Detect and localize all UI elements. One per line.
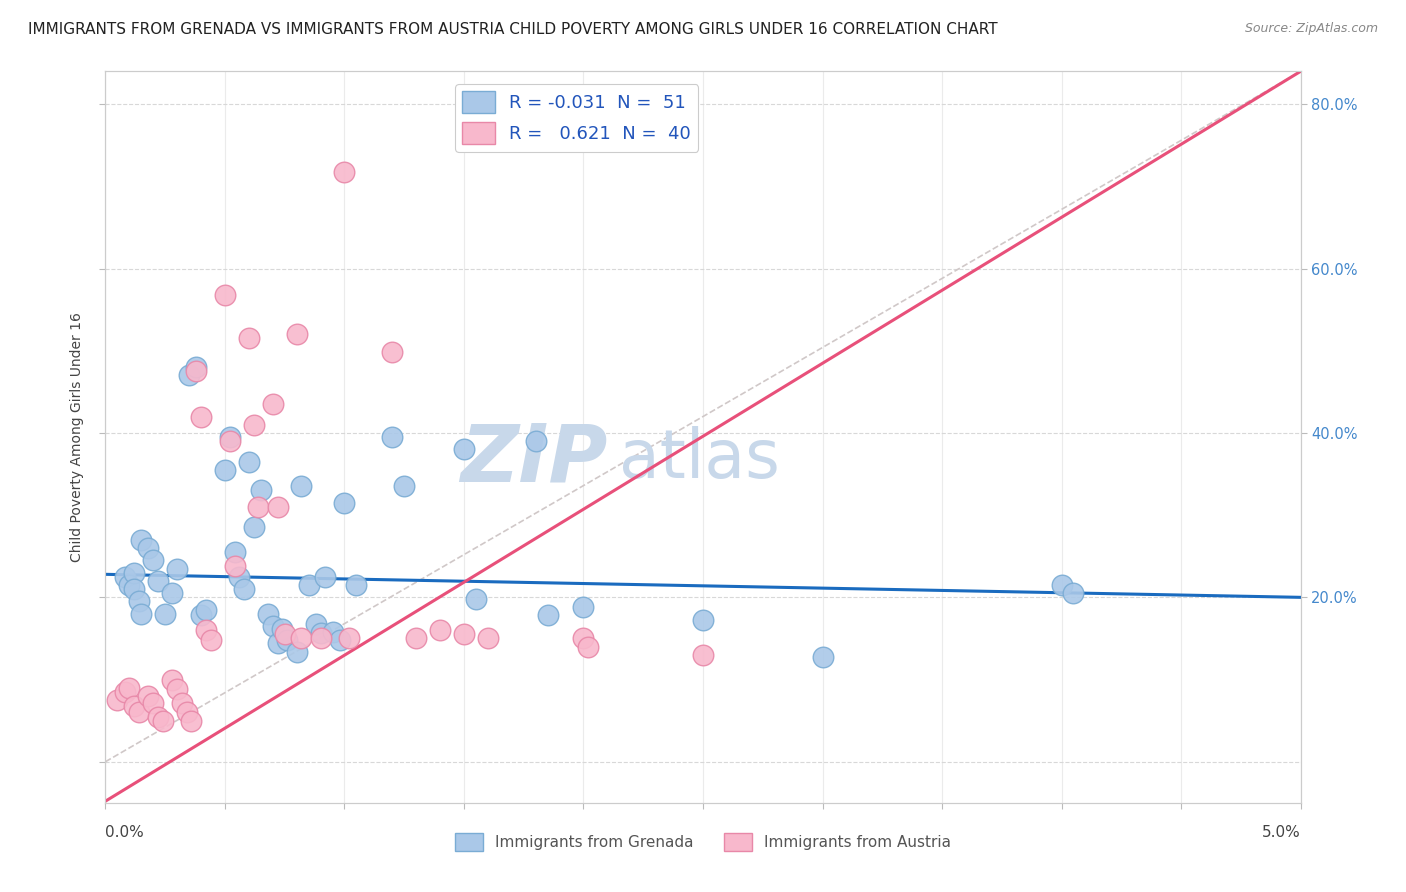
Text: Source: ZipAtlas.com: Source: ZipAtlas.com: [1244, 22, 1378, 36]
Point: [524, 434, 547, 449]
Point: [200, 633, 222, 648]
Point: [346, 578, 368, 592]
Point: [266, 500, 288, 514]
Point: [394, 479, 416, 493]
Point: [309, 625, 332, 640]
Text: 5.0%: 5.0%: [1261, 825, 1301, 840]
Text: IMMIGRANTS FROM GRENADA VS IMMIGRANTS FROM AUSTRIA CHILD POVERTY AMONG GIRLS UND: IMMIGRANTS FROM GRENADA VS IMMIGRANTS FR…: [28, 22, 998, 37]
Text: 0.0%: 0.0%: [105, 825, 145, 840]
Point: [242, 417, 264, 432]
Point: [276, 633, 298, 648]
Point: [536, 608, 558, 623]
Point: [242, 520, 264, 534]
Point: [107, 693, 129, 707]
Point: [314, 570, 336, 584]
Point: [176, 706, 198, 720]
Point: [186, 360, 208, 375]
Point: [238, 455, 260, 469]
Text: atlas: atlas: [619, 426, 780, 492]
Point: [128, 706, 150, 720]
Point: [298, 578, 321, 592]
Point: [290, 479, 312, 493]
Point: [114, 570, 136, 584]
Point: [329, 633, 352, 648]
Point: [1050, 578, 1073, 592]
Point: [250, 483, 273, 498]
Point: [170, 696, 193, 710]
Point: [114, 685, 136, 699]
Point: [190, 608, 212, 623]
Point: [214, 463, 236, 477]
Point: [309, 632, 332, 646]
Point: [122, 698, 145, 713]
Point: [337, 632, 360, 646]
Point: [273, 627, 295, 641]
Point: [290, 632, 312, 646]
Point: [194, 602, 217, 616]
Point: [811, 649, 834, 664]
Point: [305, 616, 328, 631]
Point: [453, 627, 475, 641]
Point: [266, 635, 288, 649]
Point: [162, 586, 184, 600]
Point: [180, 714, 202, 728]
Point: [146, 574, 169, 588]
Text: ZIP: ZIP: [460, 420, 607, 498]
Point: [138, 689, 160, 703]
Point: [138, 541, 160, 555]
Point: [464, 592, 488, 607]
Point: [218, 434, 240, 449]
Point: [142, 696, 165, 710]
Point: [285, 327, 308, 342]
Point: [129, 607, 153, 621]
Point: [477, 632, 499, 646]
Point: [214, 288, 236, 302]
Point: [129, 533, 153, 547]
Point: [238, 331, 260, 345]
Point: [262, 619, 284, 633]
Point: [186, 364, 208, 378]
Point: [381, 430, 404, 444]
Point: [177, 368, 201, 383]
Point: [166, 561, 188, 575]
Point: [333, 496, 356, 510]
Point: [224, 559, 246, 574]
Legend: Immigrants from Grenada, Immigrants from Austria: Immigrants from Grenada, Immigrants from…: [449, 827, 957, 857]
Point: [218, 430, 240, 444]
Point: [122, 582, 145, 596]
Point: [247, 500, 270, 514]
Point: [692, 648, 714, 662]
Point: [162, 673, 184, 687]
Point: [405, 632, 427, 646]
Point: [572, 600, 595, 615]
Point: [166, 682, 188, 697]
Point: [128, 594, 150, 608]
Point: [381, 345, 404, 359]
Point: [572, 632, 595, 646]
Point: [271, 622, 294, 636]
Point: [262, 397, 284, 411]
Point: [321, 624, 344, 639]
Point: [190, 409, 212, 424]
Point: [155, 607, 177, 621]
Point: [224, 545, 246, 559]
Point: [194, 624, 217, 638]
Point: [453, 442, 475, 457]
Point: [333, 164, 356, 178]
Point: [429, 624, 451, 638]
Point: [118, 681, 141, 695]
Point: [122, 566, 145, 580]
Point: [146, 709, 169, 723]
Point: [257, 607, 280, 621]
Point: [285, 645, 308, 659]
Point: [142, 553, 165, 567]
Point: [152, 714, 174, 728]
Y-axis label: Child Poverty Among Girls Under 16: Child Poverty Among Girls Under 16: [70, 312, 84, 562]
Point: [228, 570, 250, 584]
Point: [576, 640, 599, 654]
Point: [692, 613, 714, 627]
Point: [1063, 586, 1085, 600]
Point: [233, 582, 256, 596]
Point: [118, 578, 141, 592]
